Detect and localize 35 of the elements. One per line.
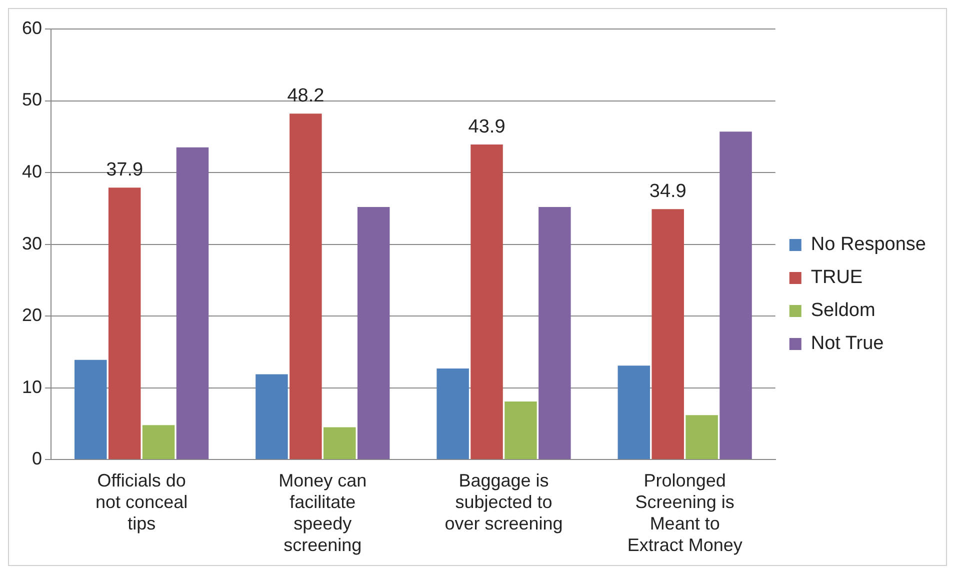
bar xyxy=(470,144,503,460)
legend-label: Seldom xyxy=(810,300,876,322)
legend-label: Not True xyxy=(810,333,884,354)
bar xyxy=(324,427,356,460)
y-tick-label: 50 xyxy=(22,90,42,110)
x-tick-label: Baggage is subjected to over screening xyxy=(444,470,563,534)
x-tick-label: Officials do not conceal tips xyxy=(96,470,188,534)
data-label: 34.9 xyxy=(649,180,686,202)
x-tick-label: Prolonged Screening is Meant to Extract Money xyxy=(627,470,742,556)
bar xyxy=(357,206,390,460)
bar xyxy=(108,188,141,460)
bar xyxy=(74,360,107,460)
bar xyxy=(142,425,175,460)
bar xyxy=(538,206,571,460)
bar xyxy=(290,114,322,460)
bar xyxy=(436,368,469,460)
y-tick-label: 60 xyxy=(22,18,42,38)
bar xyxy=(720,132,752,460)
bar xyxy=(652,209,684,460)
y-tick-label: 40 xyxy=(22,162,42,182)
x-tick-label: Money can facilitate speedy screening xyxy=(278,470,367,556)
data-label: 37.9 xyxy=(106,159,144,180)
bar xyxy=(618,366,650,460)
bar xyxy=(176,147,209,460)
bar xyxy=(686,415,718,460)
y-tick-label: 30 xyxy=(22,233,42,254)
bar xyxy=(256,374,288,460)
y-tick-label: 10 xyxy=(22,376,42,397)
bar xyxy=(504,401,537,460)
y-tick-label: 20 xyxy=(22,305,42,326)
data-label: 48.2 xyxy=(287,85,324,106)
legend-label: TRUE xyxy=(810,267,863,288)
data-label: 43.9 xyxy=(468,116,506,138)
legend-label: No Response xyxy=(810,234,926,256)
y-tick-label: 0 xyxy=(32,448,42,469)
